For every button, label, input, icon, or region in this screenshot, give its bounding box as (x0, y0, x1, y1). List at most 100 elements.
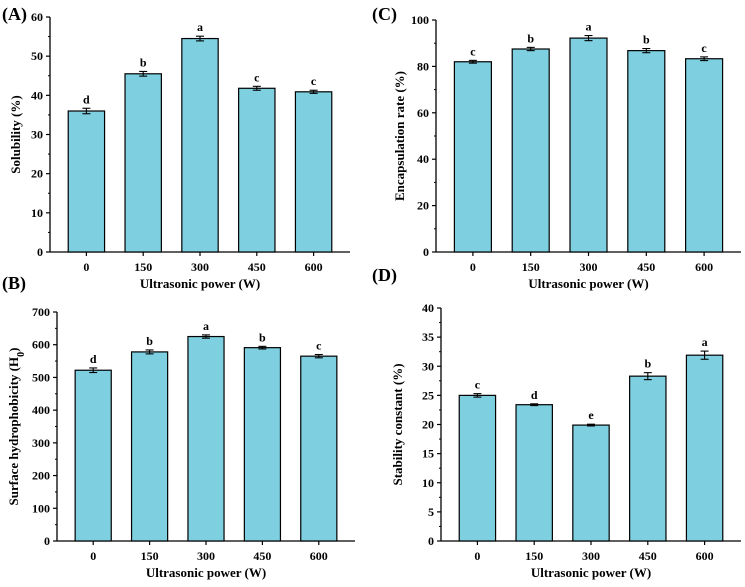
panel-label: (D) (372, 265, 397, 286)
y-tick-label: 0 (37, 245, 43, 259)
x-tick-label: 150 (525, 549, 543, 563)
significance-letter: e (588, 408, 594, 422)
x-axis-title: Ultrasonic power (W) (146, 565, 266, 580)
y-axis-title: Encapsulation rate (%) (392, 71, 407, 201)
y-tick-label: 50 (31, 49, 43, 63)
x-tick-label: 450 (637, 260, 655, 274)
y-tick-label: 60 (417, 106, 429, 120)
y-tick-label: 30 (422, 359, 434, 373)
panel-label: (A) (2, 4, 27, 25)
x-tick-label: 0 (474, 549, 480, 563)
bar (685, 354, 724, 542)
significance-letter: a (203, 319, 209, 333)
y-tick-label: 60 (31, 10, 43, 24)
y-tick-label: 10 (31, 206, 43, 220)
bar (294, 91, 333, 253)
x-tick-label: 450 (639, 549, 657, 563)
bar (453, 61, 492, 253)
significance-letter: c (475, 378, 481, 392)
x-tick-label: 0 (90, 549, 96, 563)
y-tick-label: 300 (32, 436, 50, 450)
significance-letter: c (311, 74, 317, 88)
y-tick-label: 100 (411, 13, 429, 27)
significance-letter: b (146, 334, 153, 348)
x-tick-label: 600 (695, 260, 713, 274)
bar (300, 355, 338, 542)
chart-panel-a: (A) 0 10 20 30 40 50 60 d 0 b 150 a 300 c 450 c 600 Ultras… (2, 4, 350, 291)
y-tick-label: 100 (32, 501, 50, 515)
significance-letter: b (527, 31, 534, 45)
significance-letter: a (702, 335, 708, 349)
y-tick-label: 25 (422, 388, 434, 402)
significance-letter: a (586, 20, 592, 34)
y-tick-label: 500 (32, 370, 50, 384)
bar (685, 58, 724, 253)
y-tick-label: 0 (423, 245, 429, 259)
y-tick-label: 600 (32, 338, 50, 352)
x-tick-label: 600 (310, 549, 328, 563)
significance-letter: c (701, 41, 707, 55)
y-tick-label: 40 (422, 301, 434, 315)
significance-letter: d (531, 388, 538, 402)
y-axis-title: Surface hydrophobicity (H0) (6, 348, 27, 506)
y-tick-label: 80 (417, 59, 429, 73)
x-axis-title: Ultrasonic power (W) (531, 565, 651, 580)
x-tick-label: 0 (470, 260, 476, 274)
bar (243, 347, 282, 542)
y-axis-title: Stability constant (%) (390, 363, 405, 485)
y-tick-label: 400 (32, 403, 50, 417)
x-tick-label: 300 (580, 260, 598, 274)
significance-letter: b (643, 33, 650, 47)
bar (629, 375, 667, 542)
y-tick-label: 5 (428, 505, 434, 519)
significance-letter: a (197, 20, 203, 34)
x-tick-label: 150 (141, 549, 159, 563)
bar (627, 50, 666, 253)
significance-letter: b (140, 55, 147, 69)
panel-label: (C) (372, 4, 397, 25)
y-tick-label: 20 (417, 199, 429, 213)
x-tick-label: 600 (305, 260, 323, 274)
x-axis-title: Ultrasonic power (W) (528, 276, 648, 291)
y-tick-label: 200 (32, 469, 50, 483)
y-tick-label: 700 (32, 305, 50, 319)
bar (572, 424, 610, 542)
x-tick-label: 450 (248, 260, 266, 274)
bar (511, 48, 550, 253)
chart-panel-d: (D) 0 5 10 15 20 25 30 35 40 c 0 d 150 e 300 b 450 a 600 Ult… (372, 265, 741, 580)
y-tick-label: 15 (422, 447, 434, 461)
bar (458, 394, 497, 542)
x-tick-label: 600 (696, 549, 714, 563)
y-tick-label: 20 (31, 167, 43, 181)
bar (124, 73, 162, 253)
bar (187, 335, 225, 542)
significance-letter: c (470, 44, 476, 58)
bar (515, 404, 553, 542)
panel-label: (B) (2, 273, 26, 294)
significance-letter: d (83, 92, 90, 106)
significance-letter: d (90, 352, 97, 366)
x-tick-label: 450 (253, 549, 271, 563)
y-tick-label: 0 (44, 534, 50, 548)
y-axis-title: Solubility (%) (8, 95, 23, 173)
bar (569, 37, 608, 253)
bar (238, 87, 276, 253)
x-tick-label: 0 (83, 260, 89, 274)
chart-panel-b: (B) 0 100 200 300 400 500 600 700 d 0 b 150 a 300 b 450 c… (2, 273, 355, 580)
y-tick-label: 40 (417, 152, 429, 166)
significance-letter: b (259, 330, 266, 344)
bar (181, 37, 219, 253)
significance-letter: b (644, 357, 651, 371)
bar (74, 369, 112, 542)
y-tick-label: 35 (422, 330, 434, 344)
x-axis-title: Ultrasonic power (W) (140, 276, 260, 291)
x-tick-label: 300 (197, 549, 215, 563)
y-tick-label: 30 (31, 128, 43, 142)
x-tick-label: 150 (522, 260, 540, 274)
chart-panel-c: (C) 0 20 40 60 80 100 c 0 b 150 a 300 b 450 c 600 Ultraso… (372, 4, 741, 291)
y-tick-label: 0 (428, 534, 434, 548)
x-tick-label: 150 (134, 260, 152, 274)
y-tick-label: 40 (31, 88, 43, 102)
